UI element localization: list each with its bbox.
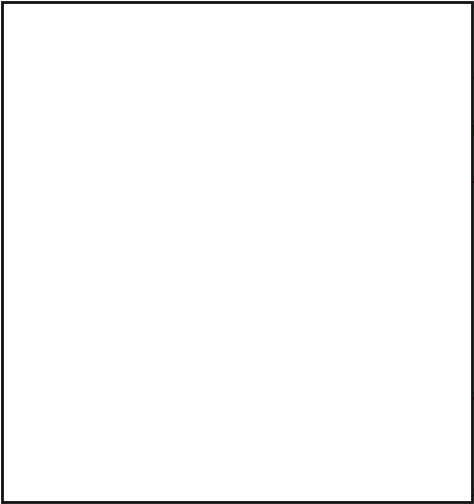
Text: N: N xyxy=(347,357,353,366)
Text: C1: C1 xyxy=(325,210,335,219)
Text: N: N xyxy=(41,103,47,112)
Circle shape xyxy=(321,346,339,364)
Text: STEREO: STEREO xyxy=(121,114,161,123)
Bar xyxy=(415,365,457,430)
Text: HEADLI: HEADLI xyxy=(419,440,453,450)
Text: (WR): (WR) xyxy=(426,169,445,178)
Text: -: - xyxy=(145,440,151,458)
Circle shape xyxy=(317,367,413,463)
Text: BATTERY: BATTERY xyxy=(156,480,204,490)
Text: STARTER: STARTER xyxy=(326,143,375,153)
Text: WN: WN xyxy=(364,237,378,246)
Text: +: + xyxy=(205,440,219,458)
Circle shape xyxy=(206,351,214,359)
Text: N: N xyxy=(442,350,448,359)
Bar xyxy=(242,72,256,84)
Text: 15A: 15A xyxy=(191,381,205,390)
Text: G: G xyxy=(337,118,343,128)
Text: ÷: ÷ xyxy=(190,102,201,115)
Circle shape xyxy=(370,374,380,384)
Bar xyxy=(130,425,230,473)
Text: WN: WN xyxy=(371,328,385,337)
Text: N: N xyxy=(433,350,439,359)
Text: U: U xyxy=(213,326,219,335)
Bar xyxy=(308,162,393,234)
Circle shape xyxy=(206,365,214,373)
Text: STARTER: STARTER xyxy=(341,472,389,482)
Circle shape xyxy=(16,33,100,117)
Text: Ind: Ind xyxy=(69,58,80,64)
Text: +: + xyxy=(53,58,59,64)
Text: CUTOFF: CUTOFF xyxy=(35,336,69,345)
Circle shape xyxy=(358,201,384,227)
Bar xyxy=(306,160,395,236)
Text: ACC: ACC xyxy=(237,225,259,235)
Text: W2: W2 xyxy=(324,177,336,186)
Text: ALTERNATOR WARNING: ALTERNATOR WARNING xyxy=(321,25,448,35)
Bar xyxy=(28,58,86,78)
Text: W: W xyxy=(331,67,339,76)
Text: N: N xyxy=(449,350,455,359)
Bar xyxy=(105,135,177,275)
Text: R: R xyxy=(227,163,233,172)
Circle shape xyxy=(269,67,291,89)
Circle shape xyxy=(226,183,270,227)
Text: ALTERNATOR: ALTERNATOR xyxy=(165,25,240,35)
Circle shape xyxy=(226,238,270,282)
Text: N: N xyxy=(387,357,393,366)
Text: N: N xyxy=(59,103,65,112)
Circle shape xyxy=(68,62,80,74)
Text: N: N xyxy=(424,350,430,359)
Text: (WR): (WR) xyxy=(436,119,455,129)
Circle shape xyxy=(206,393,214,401)
Circle shape xyxy=(32,355,72,395)
Circle shape xyxy=(32,62,44,74)
Circle shape xyxy=(50,62,62,74)
Text: W: W xyxy=(411,67,419,76)
Circle shape xyxy=(355,367,365,377)
Text: N: N xyxy=(397,343,403,351)
Text: W1: W1 xyxy=(365,177,377,186)
Circle shape xyxy=(335,385,395,445)
Circle shape xyxy=(206,379,214,387)
Text: Y: Y xyxy=(181,198,185,207)
Circle shape xyxy=(351,401,379,429)
Text: Batt: Batt xyxy=(31,58,45,64)
Circle shape xyxy=(358,169,384,195)
Text: SWITCH: SWITCH xyxy=(35,346,69,354)
Text: CONNECT: CONNECT xyxy=(117,124,165,134)
Circle shape xyxy=(317,201,343,227)
Circle shape xyxy=(321,346,339,364)
Text: BATTERY: BATTERY xyxy=(33,326,71,335)
Circle shape xyxy=(317,169,343,195)
Text: N: N xyxy=(14,266,20,275)
Text: C2: C2 xyxy=(366,210,376,219)
Text: USB: USB xyxy=(237,170,259,180)
Text: SWITCH: SWITCH xyxy=(418,451,455,460)
Text: NY: NY xyxy=(155,66,166,75)
Text: N: N xyxy=(327,237,333,246)
Bar xyxy=(465,125,474,135)
Text: RELAY: RELAY xyxy=(334,153,367,163)
Text: R: R xyxy=(302,381,308,390)
